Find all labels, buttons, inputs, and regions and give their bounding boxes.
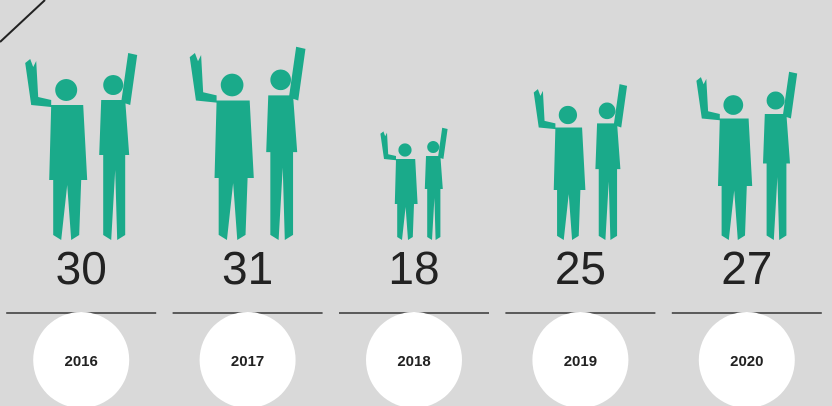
value-label: 27: [721, 242, 772, 294]
pictograph: [25, 53, 138, 240]
x-tick-label: 2018: [397, 353, 430, 370]
year-badge: [532, 312, 629, 406]
pictograph: [533, 84, 628, 241]
decor-line: [0, 0, 46, 43]
value-label: 25: [555, 242, 606, 294]
value-label: 30: [56, 242, 107, 294]
pictograph: [380, 127, 448, 240]
pictograph: [189, 46, 306, 241]
year-badge: [698, 312, 795, 406]
year-badge: [199, 312, 296, 406]
x-tick-label: 2019: [564, 353, 597, 370]
x-tick-label: 2016: [65, 353, 98, 370]
value-label: 31: [222, 242, 273, 294]
year-badge: [366, 312, 462, 406]
x-tick-label: 2020: [730, 353, 763, 370]
value-label: 18: [388, 242, 439, 294]
pictograph: [696, 71, 798, 240]
x-tick-label: 2017: [231, 353, 264, 370]
year-badge: [33, 312, 130, 406]
